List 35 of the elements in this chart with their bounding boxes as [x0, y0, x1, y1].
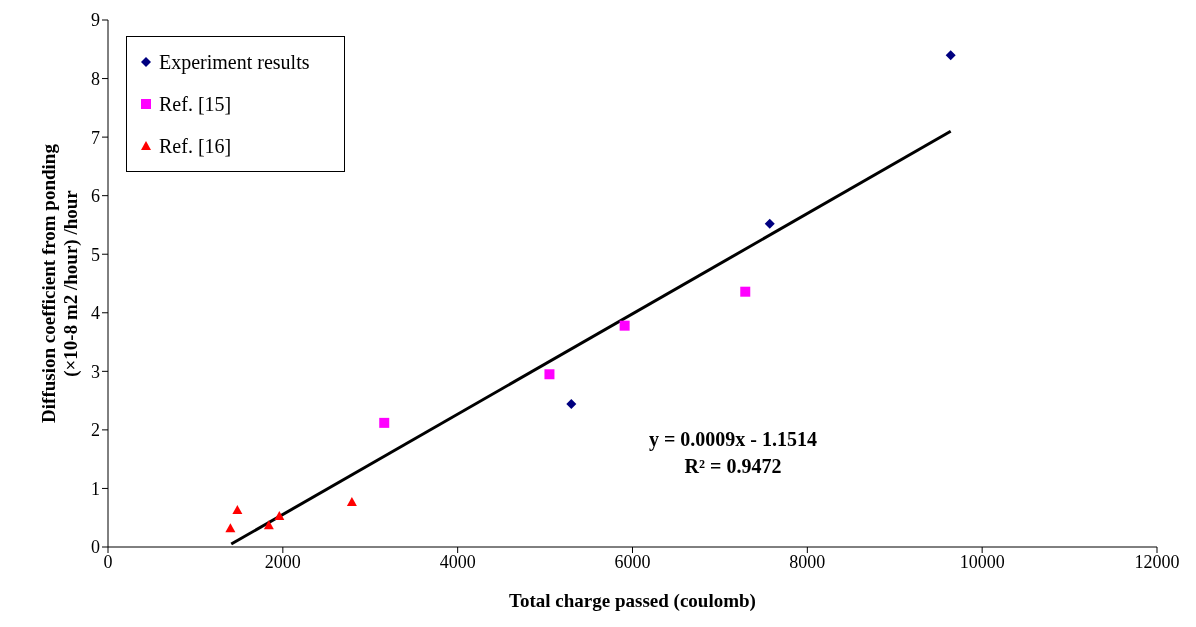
x-tick-label: 8000: [789, 551, 826, 572]
point: [945, 50, 956, 61]
x-tick-label: 4000: [439, 551, 476, 572]
x-tick-label: 10000: [959, 551, 1005, 572]
y-tick-label: 2: [91, 420, 100, 441]
y-tick-label: 7: [91, 127, 100, 148]
y-tick-label: 8: [91, 68, 100, 89]
point: [619, 320, 630, 331]
x-axis-title: Total charge passed (coulomb): [509, 590, 756, 612]
point: [274, 510, 285, 520]
y-axis-title: Diffusion coefficient from ponding (×10-8 m2 /hour) /hour: [38, 143, 82, 423]
point: [544, 369, 555, 380]
annotation: y = 0.0009x - 1.1514: [647, 428, 819, 451]
point: [764, 218, 775, 229]
point: [566, 399, 577, 410]
y-tick-label: 9: [91, 10, 100, 31]
point: [263, 520, 274, 530]
y-tick-label: 4: [91, 303, 100, 324]
x-tick-label: 12000: [1134, 551, 1180, 572]
x-tick-label: 2000: [264, 551, 301, 572]
point: [740, 286, 751, 297]
x-tick-label: 6000: [614, 551, 651, 572]
point: [225, 523, 236, 533]
y-tick-label: 0: [91, 537, 100, 558]
annotation: R² = 0.9472: [683, 455, 783, 478]
point: [346, 496, 357, 506]
y-tick-label: 6: [91, 186, 100, 207]
y-tick-label: 3: [91, 361, 100, 382]
point: [379, 417, 390, 428]
point: [232, 505, 243, 515]
legend-label: Experiment results: [159, 50, 310, 74]
y-tick-label: 1: [91, 478, 100, 499]
y-tick-label: 5: [91, 244, 100, 265]
legend-label: Ref. [16]: [159, 134, 232, 158]
legend-label: Ref. [15]: [159, 92, 232, 116]
